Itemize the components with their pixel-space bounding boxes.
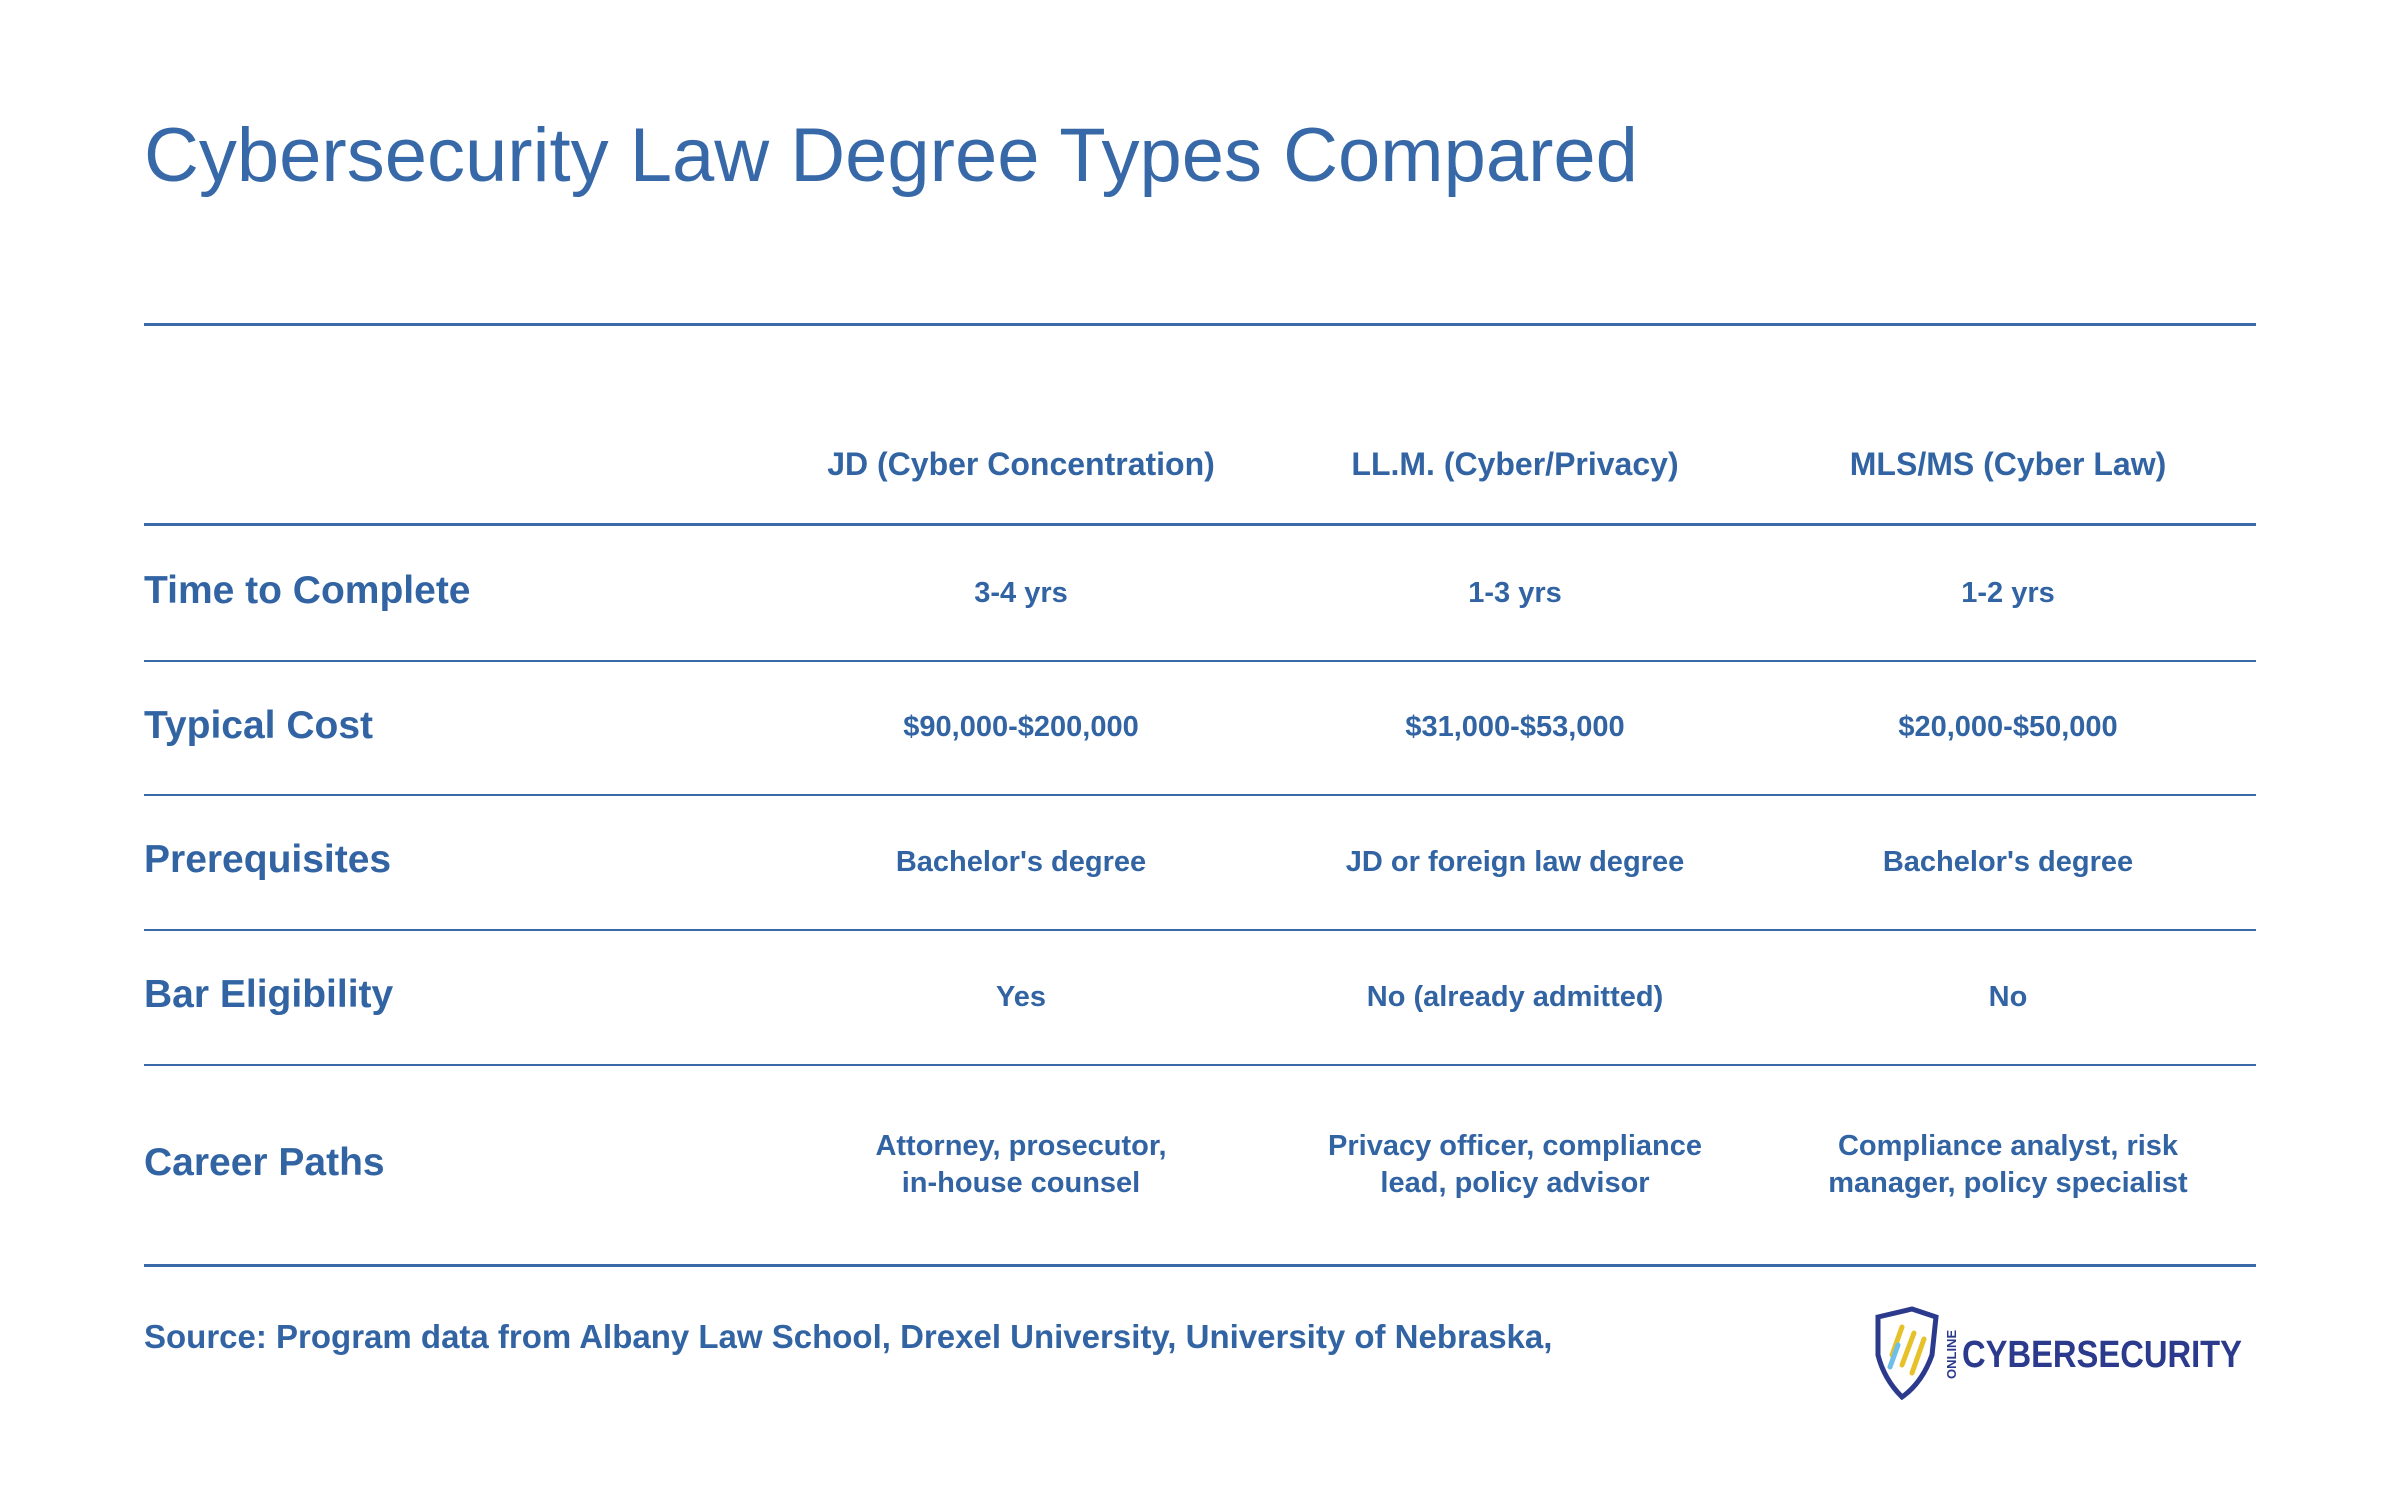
cell-line: manager, policy specialist (1828, 1166, 2188, 1199)
cell: Privacy officer, compliance lead, policy … (1255, 1128, 1775, 1202)
cell-line: 1-2 yrs (1961, 576, 2055, 609)
row-divider (144, 794, 2256, 796)
cell: JD or foreign law degree (1255, 844, 1775, 881)
cell: Bachelor's degree (761, 844, 1281, 881)
row-label: Career Paths (144, 1140, 385, 1184)
cell-line: $20,000-$50,000 (1898, 711, 2118, 743)
cell-line: in-house counsel (901, 1166, 1141, 1199)
cell: 1-3 yrs (1255, 575, 1775, 612)
cell-line: Bachelor's degree (1882, 845, 2134, 878)
row-divider (144, 1064, 2256, 1066)
cell-line: No (1988, 980, 2028, 1013)
row-label: Typical Cost (144, 703, 373, 747)
cell: Attorney, prosecutor, in-house counsel (761, 1128, 1281, 1202)
cell-line: JD or foreign law degree (1345, 845, 1685, 878)
column-header: JD (Cyber Concentration) (827, 446, 1215, 482)
logo-small: ONLINE (1944, 1330, 1959, 1379)
shield (1875, 1306, 1939, 1401)
cell-line: Yes (996, 980, 1046, 1013)
cell-line: 3-4 yrs (974, 576, 1068, 609)
title: Cybersecurity Law Degree Types Compared (144, 113, 1638, 198)
cell: $20,000-$50,000 (1748, 709, 2268, 746)
logo-text: CYBERSECURITY (1962, 1334, 2242, 1376)
cell-line: lead, policy advisor (1380, 1166, 1650, 1199)
cell-line: Attorney, prosecutor, (875, 1129, 1167, 1162)
rule (144, 1264, 2256, 1267)
cell-line: No (already admitted) (1366, 980, 1664, 1013)
cell: 3-4 yrs (761, 575, 1281, 612)
cell: No (already admitted) (1255, 979, 1775, 1016)
cell: Compliance analyst, risk manager, policy … (1748, 1128, 2268, 1202)
logo-graphic: ONLINE CYBERSECURITY (1875, 1306, 2242, 1401)
cell-line: $31,000-$53,000 (1405, 711, 1625, 743)
cell: 1-2 yrs (1748, 575, 2268, 612)
row-label: Time to Complete (144, 569, 471, 612)
cell-line: 1-3 yrs (1468, 576, 1562, 609)
rule (144, 323, 2256, 326)
cell: $90,000-$200,000 (761, 709, 1281, 746)
cell: Yes (761, 979, 1281, 1016)
row-label: Bar Eligibility (144, 973, 394, 1016)
cell-line: Bachelor's degree (895, 845, 1147, 878)
cell: $31,000-$53,000 (1255, 709, 1775, 746)
row-label: Prerequisites (144, 838, 392, 881)
row-divider (144, 660, 2256, 662)
source: Source: Program data from Albany Law Sch… (144, 1318, 1553, 1355)
column-header: MLS/MS (Cyber Law) (1849, 446, 2167, 482)
cell: Bachelor's degree (1748, 844, 2268, 881)
circuit (1887, 1342, 1901, 1370)
row-divider (144, 929, 2256, 931)
cell-line: Privacy officer, compliance (1328, 1129, 1702, 1162)
rule (144, 523, 2256, 526)
logo: ONLINE CYBERSECURITY (1872, 1305, 2252, 1401)
cell-line: Compliance analyst, risk (1837, 1129, 2179, 1162)
cell: No (1748, 979, 2268, 1016)
cell-line: $90,000-$200,000 (903, 711, 1139, 743)
column-header: LL.M. (Cyber/Privacy) (1351, 446, 1679, 482)
